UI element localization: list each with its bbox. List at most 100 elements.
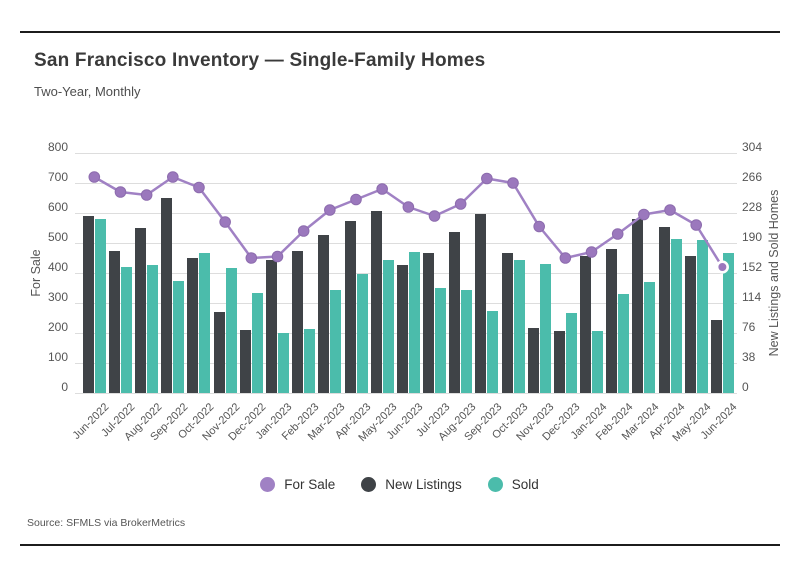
bar-sold-Jun-2024[interactable] (722, 253, 734, 393)
point-for-sale-Jan-2023[interactable] (271, 250, 284, 263)
bar-sold-Oct-2022[interactable] (199, 253, 211, 393)
bar-new-listings-Dec-2023[interactable] (553, 331, 565, 393)
point-for-sale-Mar-2024[interactable] (638, 208, 650, 221)
bar-sold-Aug-2022[interactable] (147, 265, 159, 393)
bar-sold-May-2024[interactable] (696, 239, 708, 393)
left-axis-tick-label: 600 (47, 200, 68, 214)
point-for-sale-Jan-2024[interactable] (585, 246, 598, 258)
point-for-sale-Feb-2024[interactable] (611, 228, 624, 240)
point-for-sale-Jul-2022[interactable] (114, 186, 127, 198)
bar-sold-Sep-2023[interactable] (487, 310, 499, 393)
point-for-sale-Nov-2023[interactable] (533, 220, 545, 233)
page-title: San Francisco Inventory — Single-Family … (34, 50, 486, 71)
point-for-sale-Apr-2023[interactable] (350, 193, 362, 206)
point-for-sale-Oct-2023[interactable] (507, 177, 519, 189)
bar-sold-Mar-2024[interactable] (644, 282, 656, 393)
bar-new-listings-Apr-2024[interactable] (658, 227, 670, 393)
bar-sold-Jul-2022[interactable] (120, 267, 132, 393)
bar-new-listings-Nov-2023[interactable] (527, 328, 539, 393)
right-axis-tick-label: 152 (742, 260, 763, 274)
bar-sold-May-2023[interactable] (382, 259, 394, 393)
bar-new-listings-Dec-2022[interactable] (239, 329, 251, 393)
bar-sold-Sep-2022[interactable] (173, 280, 185, 393)
point-for-sale-Sep-2022[interactable] (167, 171, 179, 183)
point-for-sale-May-2024[interactable] (690, 219, 703, 231)
point-for-sale-Jun-2024[interactable] (715, 260, 729, 274)
point-for-sale-Sep-2023[interactable] (481, 172, 493, 185)
right-axis-tick-label: 228 (742, 200, 763, 214)
bar-new-listings-Oct-2023[interactable] (501, 253, 513, 393)
gridline (75, 213, 737, 214)
bar-new-listings-Apr-2023[interactable] (344, 220, 356, 393)
bar-sold-Aug-2023[interactable] (461, 290, 473, 393)
bar-sold-Feb-2023[interactable] (304, 329, 316, 393)
bar-new-listings-Jun-2023[interactable] (396, 265, 408, 393)
point-for-sale-Feb-2023[interactable] (297, 225, 310, 237)
bar-new-listings-Mar-2023[interactable] (318, 235, 330, 393)
bar-sold-Jan-2024[interactable] (592, 331, 604, 393)
bar-new-listings-May-2023[interactable] (370, 211, 382, 393)
bar-new-listings-Nov-2022[interactable] (213, 312, 225, 393)
point-for-sale-Aug-2022[interactable] (140, 189, 153, 201)
bar-new-listings-Jul-2023[interactable] (423, 253, 434, 393)
bar-new-listings-Feb-2024[interactable] (606, 249, 618, 393)
point-for-sale-Dec-2023[interactable] (559, 252, 572, 264)
bar-new-listings-Jun-2022[interactable] (82, 216, 94, 393)
point-for-sale-Jul-2023[interactable] (428, 210, 441, 222)
bar-sold-Feb-2024[interactable] (618, 294, 630, 393)
header-top-rule (20, 31, 780, 33)
bar-sold-Mar-2023[interactable] (330, 289, 342, 393)
bar-new-listings-Jan-2024[interactable] (580, 255, 592, 393)
bar-new-listings-Jul-2022[interactable] (108, 250, 120, 393)
point-for-sale-Jun-2022[interactable] (88, 171, 101, 183)
bar-sold-Jun-2022[interactable] (94, 219, 106, 393)
bar-sold-Apr-2023[interactable] (356, 273, 368, 393)
right-axis-tick-label: 0 (742, 380, 749, 394)
point-for-sale-May-2023[interactable] (376, 183, 388, 195)
bar-new-listings-Sep-2022[interactable] (161, 198, 173, 393)
left-axis-tick-label: 200 (47, 320, 68, 334)
gridline (75, 183, 737, 184)
point-for-sale-Aug-2023[interactable] (454, 198, 467, 210)
bar-new-listings-May-2024[interactable] (684, 256, 696, 393)
bar-new-listings-Jun-2024[interactable] (710, 320, 722, 393)
bar-sold-Nov-2022[interactable] (225, 268, 237, 393)
right-axis-tick-label: 266 (742, 170, 763, 184)
left-axis-tick-label: 400 (47, 260, 68, 274)
bar-sold-Jul-2023[interactable] (435, 288, 446, 393)
legend-label: New Listings (385, 477, 462, 492)
bar-sold-Jun-2023[interactable] (408, 252, 420, 393)
bar-new-listings-Sep-2023[interactable] (475, 213, 487, 393)
bar-new-listings-Aug-2023[interactable] (449, 231, 461, 393)
point-for-sale-Dec-2022[interactable] (245, 252, 258, 264)
gridline (75, 393, 737, 394)
bar-sold-Oct-2023[interactable] (513, 260, 525, 393)
point-for-sale-Oct-2022[interactable] (193, 181, 205, 194)
point-for-sale-Jun-2023[interactable] (402, 201, 415, 213)
left-axis-tick-label: 0 (61, 380, 68, 394)
legend-label: For Sale (284, 477, 336, 492)
bar-sold-Dec-2023[interactable] (565, 313, 577, 393)
gridline (75, 153, 737, 154)
point-for-sale-Apr-2024[interactable] (664, 204, 676, 216)
bar-new-listings-Jan-2023[interactable] (265, 260, 277, 393)
bar-sold-Dec-2022[interactable] (251, 292, 263, 393)
bar-new-listings-Mar-2024[interactable] (632, 219, 644, 393)
bar-new-listings-Feb-2023[interactable] (292, 250, 304, 393)
bar-sold-Nov-2023[interactable] (539, 263, 551, 393)
left-axis-tick-label: 700 (47, 170, 68, 184)
legend-swatch-icon (361, 477, 377, 492)
point-for-sale-Nov-2022[interactable] (219, 216, 231, 228)
left-axis-tick-label: 300 (47, 290, 68, 304)
legend-item-for-sale[interactable]: For Sale (260, 477, 335, 492)
legend-item-sold[interactable]: Sold (487, 477, 539, 492)
bar-new-listings-Oct-2022[interactable] (187, 258, 199, 393)
point-for-sale-Mar-2023[interactable] (324, 204, 336, 216)
right-axis-tick-label: 304 (742, 140, 763, 154)
bar-sold-Jan-2023[interactable] (277, 333, 289, 393)
legend-item-new-listings[interactable]: New Listings (361, 477, 462, 492)
bar-sold-Apr-2024[interactable] (670, 239, 682, 393)
bar-new-listings-Aug-2022[interactable] (135, 228, 147, 393)
legend-swatch-icon (260, 477, 276, 492)
